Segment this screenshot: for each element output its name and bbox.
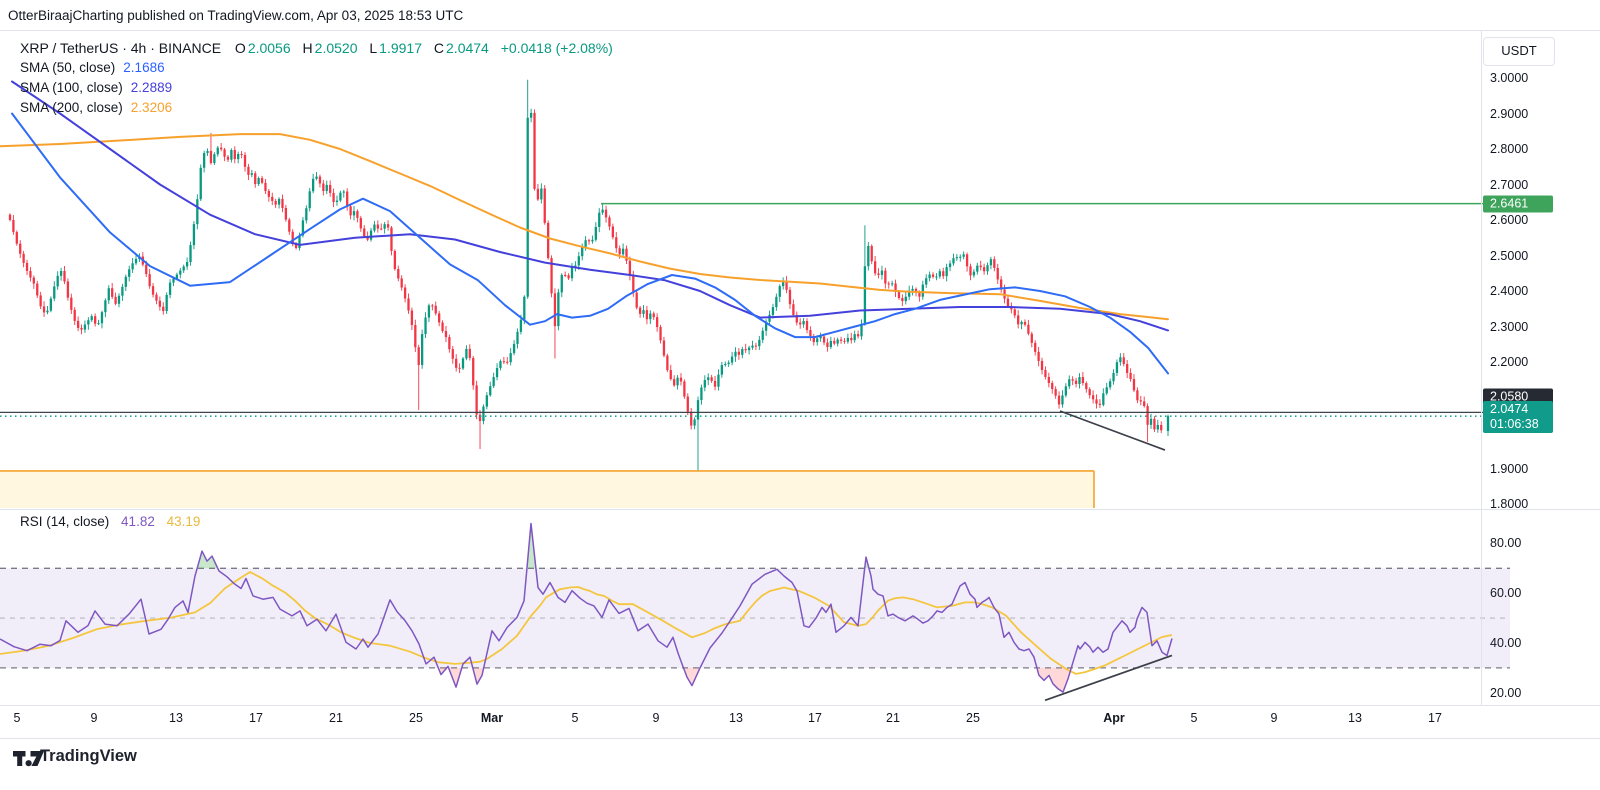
indicator-legend-rows: SMA (50, close) 2.1686 SMA (100, close) 2.2… <box>20 58 613 118</box>
indicator-row-sma-0: SMA (50, close) 2.1686 <box>20 60 165 75</box>
time-tick-13: 13 <box>169 711 183 725</box>
time-tick-9: 9 <box>1270 711 1278 725</box>
rsi-tick-80.00: 80.00 <box>1490 536 1522 551</box>
time-tick-5: 5 <box>1190 711 1198 725</box>
tradingview-brand-text[interactable]: TradingView <box>40 747 137 765</box>
price-tick-2.5000: 2.5000 <box>1490 248 1529 263</box>
time-tick-Mar: Mar <box>480 711 504 725</box>
time-tick-25: 25 <box>966 711 980 725</box>
symbol-name: XRP / TetherUS <box>20 40 119 56</box>
low-value: 1.9917 <box>379 40 422 56</box>
pane-separator <box>0 509 1600 510</box>
time-tick-21: 21 <box>329 711 343 725</box>
rsi-tick-40.00: 40.00 <box>1490 636 1522 650</box>
rsi-tick-60.00: 60.00 <box>1490 586 1522 601</box>
time-tick-17: 17 <box>808 711 822 725</box>
close-prefix: C <box>433 40 445 56</box>
indicator-row-sma-2: SMA (200, close) 2.3206 <box>20 100 173 115</box>
time-tick-9: 9 <box>90 711 98 725</box>
price-tick-1.9000: 1.9000 <box>1490 461 1529 476</box>
time-tick-21: 21 <box>886 711 900 725</box>
price-label-2.0474: 2.0474 01:06:38 <box>1483 401 1553 434</box>
high-value: 2.0520 <box>314 40 358 56</box>
indicator-row-sma-1: SMA (100, close) 2.2889 <box>20 80 173 95</box>
time-tick-13: 13 <box>1348 711 1362 725</box>
rsi-label: RSI (14, close) <box>20 514 110 529</box>
price-tick-3.0000: 3.0000 <box>1490 71 1529 85</box>
low-prefix: L <box>369 40 378 56</box>
price-tick-2.7000: 2.7000 <box>1490 177 1529 192</box>
time-tick-5: 5 <box>571 711 579 725</box>
separator-dot: · <box>150 40 155 56</box>
price-tick-2.2000: 2.2000 <box>1490 355 1529 369</box>
time-tick-9: 9 <box>652 711 660 725</box>
time-tick-17: 17 <box>1428 711 1442 725</box>
time-tick-Apr: Apr <box>1103 711 1125 725</box>
tradingview-logo-icon[interactable] <box>13 748 45 770</box>
change-value: +0.0418 (+2.08%) <box>500 40 613 56</box>
footer: TradingView <box>0 738 1600 790</box>
time-tick-25: 25 <box>409 711 423 725</box>
time-tick-5: 5 <box>13 711 21 725</box>
time-tick-13: 13 <box>729 711 743 725</box>
rsi-value: 41.82 <box>121 514 155 529</box>
close-value: 2.0474 <box>446 40 489 56</box>
price-tick-2.4000: 2.4000 <box>1490 284 1529 298</box>
time-axis-separator <box>0 705 1600 706</box>
published-header: OtterBiraajCharting published on Trading… <box>8 8 464 23</box>
rsi-tick-20.00: 20.00 <box>1490 685 1522 700</box>
open-value: 2.0056 <box>247 40 291 56</box>
time-tick-17: 17 <box>249 711 263 725</box>
price-tick-2.9000: 2.9000 <box>1490 106 1529 121</box>
price-label-2.6461: 2.6461 <box>1483 195 1553 213</box>
exchange-label: BINANCE <box>158 40 222 56</box>
price-tick-2.8000: 2.8000 <box>1490 142 1529 156</box>
separator-dot: · <box>122 40 127 56</box>
axis-separator <box>1481 31 1482 705</box>
chart-card-border <box>0 30 1600 31</box>
rsi-legend: RSI (14, close) 41.82 43.19 <box>20 512 200 532</box>
rsi-ma-value: 43.19 <box>166 514 201 529</box>
price-tick-2.6000: 2.6000 <box>1490 213 1529 227</box>
price-tick-2.3000: 2.3000 <box>1490 319 1529 334</box>
price-tick-1.8000: 1.8000 <box>1490 497 1529 511</box>
currency-toggle-button[interactable]: USDT <box>1483 37 1555 66</box>
interval-label: 4h <box>130 40 147 56</box>
open-prefix: O <box>234 40 246 56</box>
high-prefix: H <box>302 40 313 56</box>
